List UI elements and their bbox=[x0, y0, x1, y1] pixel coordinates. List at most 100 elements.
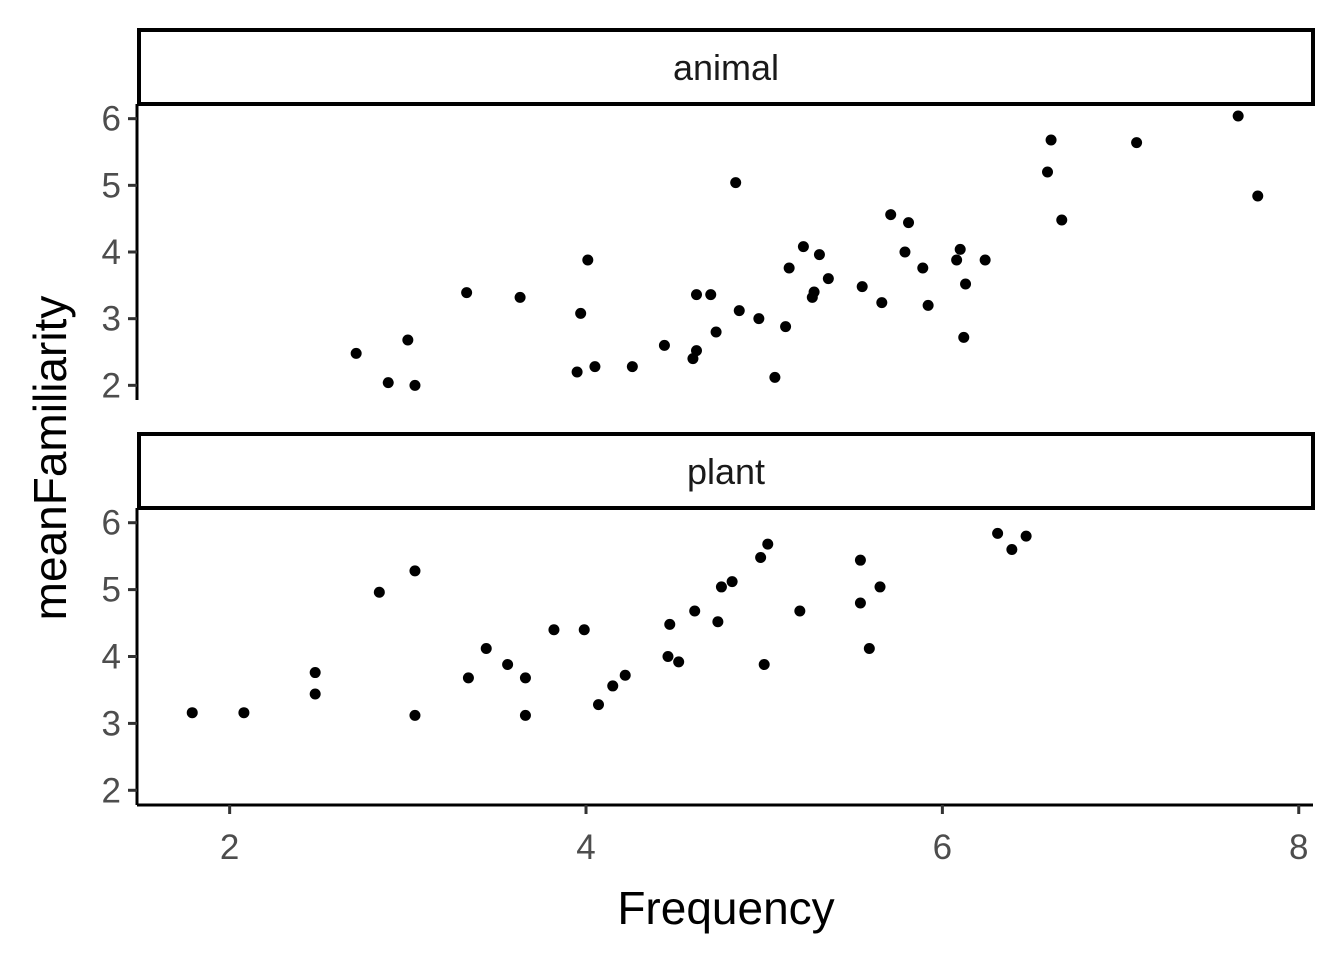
data-point bbox=[979, 254, 991, 266]
points-plant bbox=[186, 527, 1032, 721]
data-point bbox=[1042, 166, 1054, 178]
x-tick-label: 2 bbox=[220, 828, 239, 867]
data-point bbox=[409, 565, 421, 577]
data-point bbox=[856, 281, 868, 293]
y-tick-label: 6 bbox=[102, 504, 121, 543]
data-point bbox=[519, 709, 531, 721]
y-tick-label: 4 bbox=[102, 638, 121, 677]
data-point bbox=[992, 527, 1004, 539]
data-point bbox=[480, 642, 492, 654]
points-animal bbox=[350, 110, 1264, 391]
data-point bbox=[822, 273, 834, 285]
data-point bbox=[1006, 543, 1018, 555]
y-tick-label: 5 bbox=[102, 166, 121, 205]
data-point bbox=[575, 307, 587, 319]
data-point bbox=[733, 305, 745, 317]
data-point bbox=[409, 709, 421, 721]
y-axis-plant: 2 3 4 5 6 bbox=[102, 504, 139, 810]
data-point bbox=[658, 339, 670, 351]
data-point bbox=[1020, 530, 1032, 542]
data-point bbox=[1232, 110, 1244, 122]
data-point bbox=[619, 669, 631, 681]
data-point bbox=[592, 699, 604, 711]
data-point bbox=[753, 313, 765, 325]
data-point bbox=[461, 287, 473, 299]
data-point bbox=[673, 656, 685, 668]
y-tick-label: 2 bbox=[102, 771, 121, 810]
data-point bbox=[958, 331, 970, 343]
data-point bbox=[519, 672, 531, 684]
data-point bbox=[382, 377, 394, 389]
data-point bbox=[899, 246, 911, 258]
data-point bbox=[808, 286, 820, 298]
data-point bbox=[548, 624, 560, 636]
data-point bbox=[402, 334, 414, 346]
y-axis-title: meanFamiliarity bbox=[24, 296, 76, 621]
data-point bbox=[1045, 134, 1057, 146]
facet-strip-plant bbox=[137, 432, 1315, 510]
data-point bbox=[780, 321, 792, 333]
data-point bbox=[514, 291, 526, 303]
data-point bbox=[690, 289, 702, 301]
x-tick-label: 4 bbox=[576, 828, 595, 867]
data-point bbox=[662, 651, 674, 662]
y-tick-label: 6 bbox=[102, 100, 121, 139]
facet-plant: plant 2 3 4 5 6 bbox=[102, 432, 1315, 810]
data-point bbox=[578, 624, 590, 636]
data-point bbox=[715, 581, 727, 593]
x-axis-title: Frequency bbox=[617, 882, 834, 934]
data-point bbox=[917, 262, 929, 274]
data-point bbox=[589, 361, 601, 373]
facet-animal: animal 2 3 4 5 6 bbox=[102, 28, 1315, 405]
data-point bbox=[922, 299, 934, 311]
data-point bbox=[813, 249, 825, 261]
data-point bbox=[690, 345, 702, 357]
data-point bbox=[373, 586, 385, 598]
y-tick-label: 3 bbox=[102, 300, 121, 339]
data-point bbox=[903, 217, 915, 229]
data-point bbox=[502, 659, 514, 671]
facet-label-animal: animal bbox=[673, 47, 779, 88]
data-point bbox=[409, 379, 421, 391]
data-point bbox=[664, 618, 676, 630]
y-tick-label: 3 bbox=[102, 704, 121, 743]
data-point bbox=[769, 371, 781, 383]
data-point bbox=[462, 672, 474, 684]
y-tick-label: 4 bbox=[102, 233, 121, 272]
data-point bbox=[954, 243, 966, 255]
data-point bbox=[960, 278, 972, 290]
data-point bbox=[1056, 214, 1068, 226]
data-point bbox=[797, 241, 809, 253]
data-point bbox=[309, 667, 321, 679]
x-axis: 2 4 6 8 bbox=[137, 803, 1313, 867]
data-point bbox=[730, 177, 742, 189]
data-point bbox=[726, 576, 738, 588]
data-point bbox=[1131, 137, 1143, 149]
data-point bbox=[854, 597, 866, 609]
data-point bbox=[689, 605, 701, 617]
data-point bbox=[762, 538, 774, 550]
data-point bbox=[626, 361, 638, 373]
x-tick-label: 6 bbox=[933, 828, 952, 867]
x-tick-label: 8 bbox=[1289, 828, 1308, 867]
facet-strip-animal bbox=[137, 28, 1315, 106]
data-point bbox=[783, 262, 795, 274]
data-point bbox=[951, 254, 963, 266]
y-tick-label: 2 bbox=[102, 366, 121, 405]
data-point bbox=[582, 254, 594, 266]
data-point bbox=[758, 659, 770, 671]
data-point bbox=[755, 552, 767, 563]
data-point bbox=[794, 605, 806, 617]
y-axis-animal: 2 3 4 5 6 bbox=[102, 100, 139, 405]
data-point bbox=[710, 326, 722, 338]
data-point bbox=[874, 581, 886, 593]
data-point bbox=[1252, 190, 1264, 202]
data-point bbox=[712, 616, 724, 628]
y-tick-label: 5 bbox=[102, 571, 121, 610]
data-point bbox=[876, 297, 888, 309]
data-point bbox=[350, 347, 362, 359]
data-point bbox=[705, 289, 717, 301]
facet-label-plant: plant bbox=[687, 451, 765, 492]
data-point bbox=[238, 707, 250, 719]
